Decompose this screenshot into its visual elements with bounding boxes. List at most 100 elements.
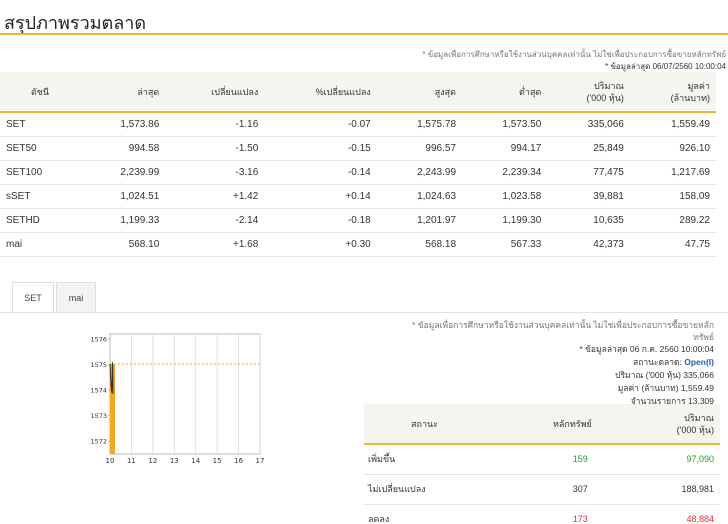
index-low: 1,199.30	[462, 208, 548, 233]
index-high: 1,201.97	[376, 208, 463, 233]
index-value: 926.10	[629, 136, 716, 161]
index-row: SET 1,573.86 -1.16 -0.07 1,575.78 1,573.50 335…	[0, 112, 716, 137]
market-status: สถานะตลาด: Open(I)	[633, 355, 714, 369]
x-tick-label: 15	[213, 457, 222, 465]
index-value: 289.22	[629, 208, 716, 233]
header-volume: ปริมาณ ('000 หุ้น)	[547, 72, 630, 113]
chart-disclaimer-cont: ทรัพย์	[693, 332, 714, 342]
header-low: ต่ำสุด	[462, 72, 548, 113]
tab-mai[interactable]: mai	[56, 282, 96, 313]
market-value: มูลค่า (ล้านบาท) 1,559.49	[617, 383, 714, 393]
index-high: 568.18	[376, 232, 463, 257]
x-tick-label: 11	[127, 457, 136, 465]
tabs-divider	[0, 312, 728, 313]
summary-row: ไม่เปลี่ยนแปลง 307 188,981	[364, 474, 720, 505]
advance-decline-table: สถานะ หลักทรัพย์ ปริมาณ ('000 หุ้น) เพิ่…	[364, 404, 720, 524]
y-tick-label: 1573	[90, 412, 107, 420]
y-tick-label: 1574	[90, 387, 107, 395]
index-volume: 39,881	[547, 184, 630, 209]
x-tick-label: 17	[256, 457, 265, 465]
market-volume: ปริมาณ ('000 หุ้น) 335,066	[615, 370, 714, 380]
index-volume: 77,475	[547, 160, 630, 185]
volume-bar	[110, 364, 115, 454]
index-row: SETHD 1,199.33 -2.14 -0.18 1,201.97 1,199.30 1…	[0, 208, 716, 233]
header-securities: หลักทรัพย์	[485, 404, 592, 445]
index-low: 567.33	[462, 232, 548, 257]
index-high: 2,243.99	[376, 160, 463, 185]
index-value: 47.75	[629, 232, 716, 257]
tab-set[interactable]: SET	[12, 282, 54, 313]
summary-volume: 48,884	[591, 504, 720, 524]
summary-status: เพิ่มขึ้น	[364, 444, 486, 475]
summary-status: ลดลง	[364, 504, 486, 524]
index-volume: 10,635	[547, 208, 630, 233]
index-pct-change: +0.14	[264, 184, 377, 209]
header-change: เปลี่ยนแปลง	[165, 72, 265, 113]
index-name[interactable]: SETHD	[0, 208, 80, 233]
y-tick-label: 1576	[90, 336, 107, 344]
header-summary-volume: ปริมาณ ('000 หุ้น)	[591, 404, 720, 445]
summary-count: 159	[485, 444, 592, 475]
index-pct-change: +0.30	[264, 232, 377, 257]
summary-table-header: สถานะ หลักทรัพย์ ปริมาณ ('000 หุ้น)	[364, 404, 720, 445]
index-change: -1.16	[165, 112, 265, 137]
index-intraday-chart: 10 11 12 13 14 15 16 17 1572 1573 1574 1575 1576	[90, 333, 265, 465]
market-status-label: สถานะตลาด:	[633, 357, 682, 367]
market-trades: จำนวนรายการ 13,309	[630, 396, 714, 406]
chart-last-updated: * ข้อมูลล่าสุด 06 ก.ค. 2560 10:00:04	[579, 344, 714, 354]
index-last: 568.10	[80, 232, 166, 257]
index-last: 1,199.33	[80, 208, 166, 233]
index-table: ดัชนี ล่าสุด เปลี่ยนแปลง %เปลี่ยนแปลง สู…	[0, 72, 716, 257]
summary-row: ลดลง 173 48,884	[364, 504, 720, 524]
index-price-line	[109, 362, 114, 394]
index-high: 1,024.63	[376, 184, 463, 209]
summary-volume: 97,090	[591, 444, 720, 475]
header-last: ล่าสุด	[80, 72, 166, 113]
index-high: 996.57	[376, 136, 463, 161]
x-tick-label: 13	[170, 457, 179, 465]
index-change: -1.50	[165, 136, 265, 161]
x-tick-label: 16	[234, 457, 243, 465]
title-divider	[0, 33, 728, 35]
index-volume: 335,066	[547, 112, 630, 137]
summary-count: 307	[485, 474, 592, 505]
index-change: -3.16	[165, 160, 265, 185]
x-tick-label: 14	[191, 457, 200, 465]
index-last: 1,573.86	[80, 112, 166, 137]
y-tick-label: 1575	[90, 361, 107, 369]
index-pct-change: -0.07	[264, 112, 377, 137]
index-name[interactable]: sSET	[0, 184, 80, 209]
index-row: SET50 994.58 -1.50 -0.15 996.57 994.17 25,849 9…	[0, 136, 716, 161]
index-low: 1,573.50	[462, 112, 548, 137]
header-high: สูงสุด	[376, 72, 463, 113]
y-tick-label: 1572	[90, 438, 107, 446]
index-name[interactable]: SET50	[0, 136, 80, 161]
index-last: 1,024.51	[80, 184, 166, 209]
index-high: 1,575.78	[376, 112, 463, 137]
x-tick-label: 10	[106, 457, 115, 465]
x-tick-label: 12	[148, 457, 157, 465]
index-row: sSET 1,024.51 +1.42 +0.14 1,024.63 1,023.58 39…	[0, 184, 716, 209]
index-low: 2,239.34	[462, 160, 548, 185]
summary-row: เพิ่มขึ้น 159 97,090	[364, 444, 720, 475]
index-last: 2,239.99	[80, 160, 166, 185]
index-name[interactable]: SET100	[0, 160, 80, 185]
index-table-header: ดัชนี ล่าสุด เปลี่ยนแปลง %เปลี่ยนแปลง สู…	[0, 72, 716, 113]
summary-count: 173	[485, 504, 592, 524]
index-low: 994.17	[462, 136, 548, 161]
index-row: mai 568.10 +1.68 +0.30 568.18 567.33 42,373 47.…	[0, 232, 716, 257]
index-name: mai	[0, 232, 80, 257]
index-name: SET	[0, 112, 80, 137]
header-index: ดัชนี	[0, 72, 80, 113]
summary-volume: 188,981	[591, 474, 720, 505]
header-status: สถานะ	[364, 404, 486, 445]
index-change: -2.14	[165, 208, 265, 233]
header-value: มูลค่า (ล้านบาท)	[629, 72, 716, 113]
index-pct-change: -0.15	[264, 136, 377, 161]
index-volume: 42,373	[547, 232, 630, 257]
index-value: 1,217.69	[629, 160, 716, 185]
market-status-value: Open(I)	[684, 357, 714, 367]
index-change: +1.68	[165, 232, 265, 257]
page-title: สรุปภาพรวมตลาด	[4, 13, 147, 34]
index-low: 1,023.58	[462, 184, 548, 209]
